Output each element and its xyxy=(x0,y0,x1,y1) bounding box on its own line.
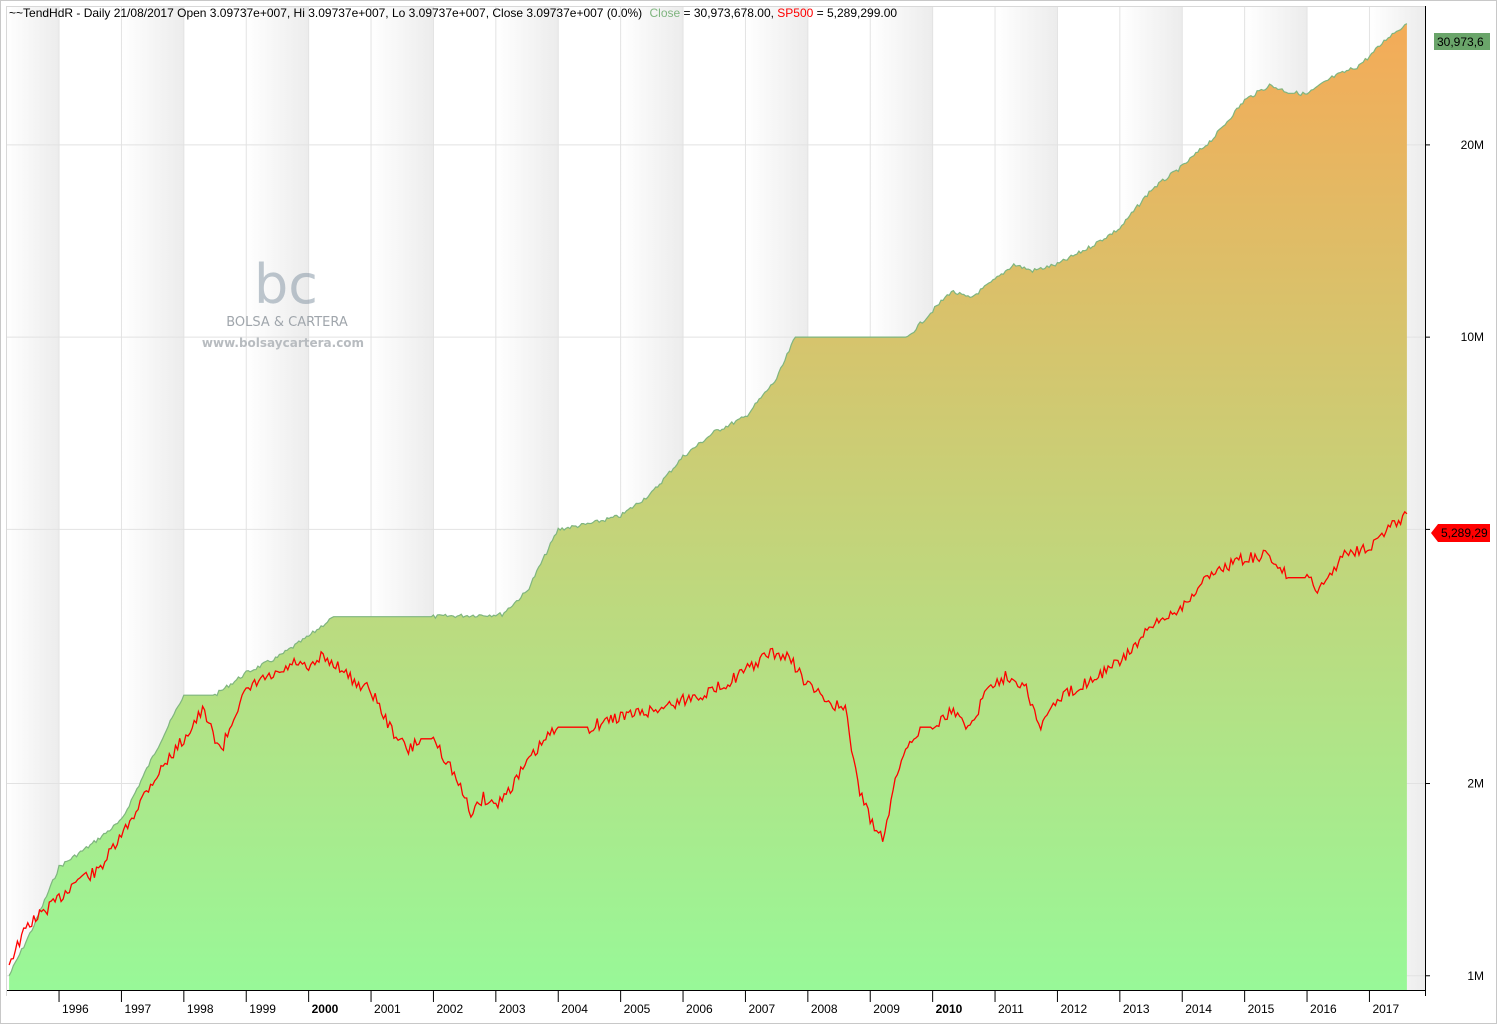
y-tick-label: 10M xyxy=(1461,330,1484,344)
x-tick-label: 2003 xyxy=(499,1002,526,1016)
chart-header: ~~TendHdR - Daily 21/08/2017 Open 3.0973… xyxy=(9,6,897,20)
x-tick-label: 2004 xyxy=(561,1002,588,1016)
y-tick-label: 1M xyxy=(1467,969,1484,983)
year-band xyxy=(6,6,60,990)
x-tick-label: 2002 xyxy=(436,1002,463,1016)
x-tick-label: 2017 xyxy=(1372,1002,1399,1016)
x-tick-label: 2006 xyxy=(686,1002,713,1016)
y-tick-label: 2M xyxy=(1467,777,1484,791)
header-title: ~~TendHdR - Daily 21/08/2017 Open 3.0973… xyxy=(9,6,642,20)
x-tick-label: 2000 xyxy=(312,1002,339,1016)
x-tick-label: 2011 xyxy=(998,1002,1024,1016)
x-axis-ticks: 1996 1997 1998 1999 2000 2001 2002 2003 2004 2005… xyxy=(58,990,1399,1016)
strategy-equity-area xyxy=(9,23,1407,991)
close-badge-box xyxy=(1434,33,1490,50)
x-tick-label: 2016 xyxy=(1310,1002,1337,1016)
sp500-last-value-badge: 5,289,29 xyxy=(1431,524,1490,542)
x-tick-label: 2015 xyxy=(1248,1002,1275,1016)
sp500-badge-text: 5,289,29 xyxy=(1441,526,1488,540)
close-badge-text: 30,973,6 xyxy=(1437,35,1484,49)
header-sp-value: = 5,289,299.00 xyxy=(813,6,897,20)
watermark-logo: bc xyxy=(254,253,318,316)
x-tick-label: 1999 xyxy=(249,1002,276,1016)
x-tick-label: 2010 xyxy=(936,1002,963,1016)
x-tick-label: 1997 xyxy=(124,1002,151,1016)
x-tick-label: 1998 xyxy=(187,1002,214,1016)
x-tick-label: 1996 xyxy=(62,1002,89,1016)
x-tick-label: 2009 xyxy=(873,1002,900,1016)
close-last-value-badge: 30,973,6 xyxy=(1434,33,1490,50)
x-tick-label: 2014 xyxy=(1185,1002,1212,1016)
header-sp-label: SP500 xyxy=(777,6,813,20)
x-tick-label: 2007 xyxy=(748,1002,775,1016)
watermark-brand: BOLSA & CARTERA xyxy=(226,315,348,330)
x-tick-label: 2013 xyxy=(1123,1002,1150,1016)
strategy-equity-line xyxy=(8,23,1408,976)
x-tick-label: 2001 xyxy=(374,1002,401,1016)
watermark: bc BOLSA & CARTERA www.bolsaycartera.com xyxy=(202,253,364,350)
x-tick-label: 2012 xyxy=(1060,1002,1087,1016)
y-tick-label: 20M xyxy=(1461,138,1484,152)
x-tick-label: 2005 xyxy=(624,1002,651,1016)
sp500-line xyxy=(8,510,1408,966)
watermark-url: www.bolsaycartera.com xyxy=(202,336,364,350)
x-tick-label: 2008 xyxy=(811,1002,838,1016)
sp500-badge-box xyxy=(1431,524,1490,542)
header-close-value: = 30,973,678.00, xyxy=(680,6,777,20)
header-close-label: Close xyxy=(650,6,681,20)
